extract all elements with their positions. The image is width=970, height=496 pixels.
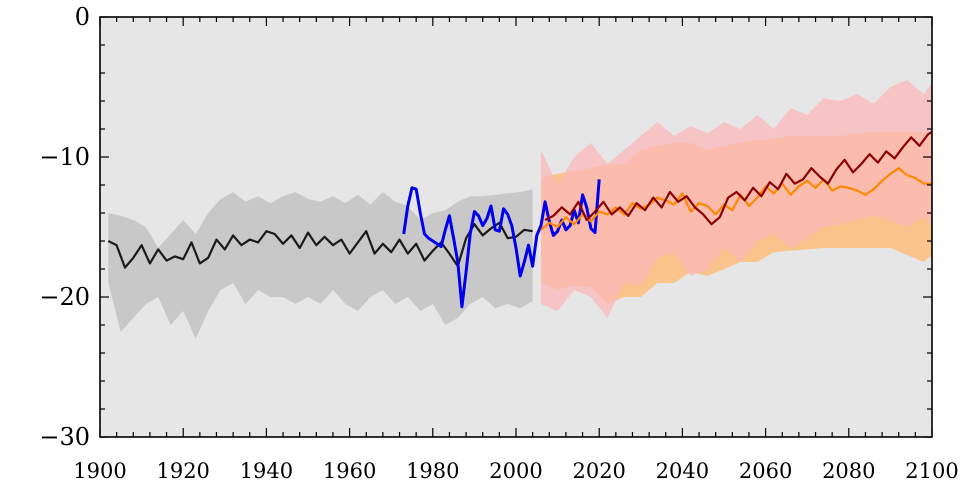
x-tick-label: 1980 [406, 459, 459, 483]
y-tick-label: −30 [39, 423, 90, 451]
y-tick-label: 0 [75, 3, 90, 31]
x-tick-label: 2060 [739, 459, 792, 483]
y-tick-label: −10 [39, 143, 90, 171]
x-tick-label: 2100 [905, 459, 958, 483]
x-tick-label: 2020 [572, 459, 625, 483]
series-line-3 [544, 130, 933, 226]
x-tick-label: 1960 [323, 459, 376, 483]
series-line-1 [402, 179, 601, 309]
axis-ticks [99, 16, 933, 438]
x-tick-label: 1900 [73, 459, 126, 483]
x-tick-label: 1920 [156, 459, 209, 483]
uncertainty-bands [108, 80, 932, 339]
x-tick-label: 1940 [240, 459, 293, 483]
series-line-2 [540, 167, 932, 231]
x-tick-label: 2080 [822, 459, 875, 483]
x-tick-label: 2000 [489, 459, 542, 483]
band-0 [108, 189, 533, 339]
x-tick-label: 2040 [656, 459, 709, 483]
series-line-0 [107, 221, 533, 269]
x-axis-tick-labels: 1900 1920 1940 1960 1980 2000 2020 2040 2060 2080… [73, 459, 958, 483]
band-2 [541, 80, 932, 318]
y-axis-tick-labels: 0 −10 −20 −30 [39, 3, 90, 451]
y-tick-label: −20 [39, 283, 90, 311]
data-series [107, 130, 933, 309]
